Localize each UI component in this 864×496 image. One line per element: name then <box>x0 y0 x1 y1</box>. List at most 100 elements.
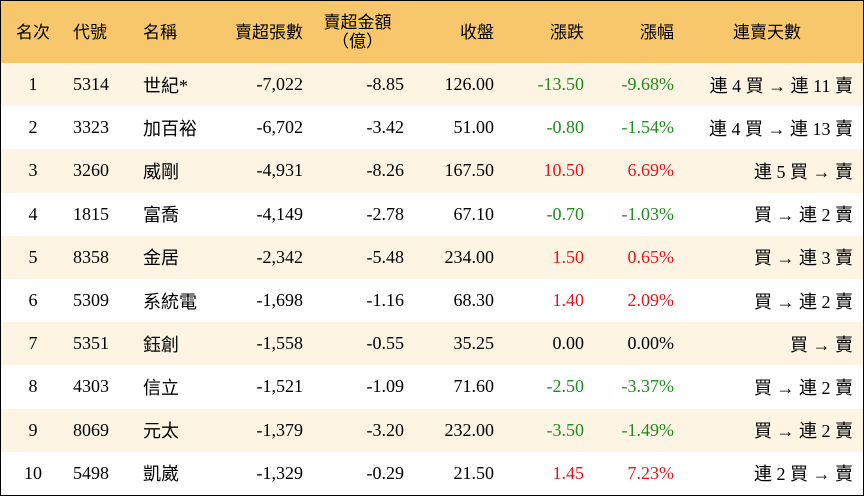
table-cell: -0.29 <box>366 462 405 483</box>
table-cell: 234.00 <box>444 246 495 267</box>
table-cell: 51.00 <box>453 117 495 138</box>
table-cell: -1,698 <box>256 290 304 311</box>
table-cell: 35.25 <box>453 333 495 354</box>
table-cell: -9.68% <box>621 74 675 95</box>
table-cell: 買 → 連 3 賣 <box>754 248 853 269</box>
table-cell: 67.10 <box>453 203 495 224</box>
table-cell: 10 <box>24 462 42 483</box>
table-cell: 1.50 <box>552 246 585 267</box>
data-row: 5 8358 金居 -2,342 -5.48 234.00 1.50 0.65% 買 → 連 3… <box>1 235 863 279</box>
table-cell: -1.09 <box>366 376 405 397</box>
table-cell: -4,931 <box>256 160 304 181</box>
table-cell: 6.69% <box>627 160 675 181</box>
header-text: 連賣天數 <box>733 22 801 42</box>
data-row: 1 5314 世紀* -7,022 -8.85 126.00 -13.50 -9.68% 連 4… <box>1 63 863 107</box>
table-cell: 2 <box>28 117 38 138</box>
table-cell: 10.50 <box>543 160 585 181</box>
table-cell: 6 <box>28 290 38 311</box>
table-cell: 5 <box>28 246 38 267</box>
table-cell: 68.30 <box>453 290 495 311</box>
table-cell: 1 <box>28 74 38 95</box>
table-cell: 1815 <box>73 203 109 224</box>
table-cell: 連 5 買 → 賣 <box>754 161 853 182</box>
table-cell: -1,558 <box>256 333 304 354</box>
table-cell: 金居 <box>143 248 179 269</box>
table-cell: 5314 <box>73 74 109 95</box>
table-cell: 買 → 連 2 賣 <box>754 377 853 398</box>
data-row: 8 4303 信立 -1,521 -1.09 71.60 -2.50 -3.37% 買 → 連 … <box>1 365 863 408</box>
table-cell: 買 → 連 2 賣 <box>754 205 853 226</box>
table-cell: 元太 <box>143 421 179 442</box>
column-header: 名稱 <box>143 1 233 63</box>
table-cell: 威剛 <box>143 161 179 182</box>
header-row: 名次 代號 名稱 賣超張數 賣超金額 （億） 收盤 漲跌 漲幅 連賣天數 <box>1 1 863 63</box>
table-cell: 連 2 買 → 賣 <box>754 464 853 485</box>
table-cell: -7,022 <box>256 74 304 95</box>
data-row: 3 3260 威剛 -4,931 -8.26 167.50 10.50 6.69% 連 5 買 … <box>1 149 863 193</box>
table-cell: -13.50 <box>537 74 585 95</box>
header-text: （億） <box>332 32 383 51</box>
table-cell: -1,329 <box>256 462 304 483</box>
table-cell: -0.80 <box>546 117 585 138</box>
table-cell: 信立 <box>143 377 179 398</box>
column-header: 賣超張數 <box>221 1 303 63</box>
table-cell: -6,702 <box>256 117 304 138</box>
table-cell: 買 → 連 2 賣 <box>754 421 853 442</box>
table-cell: 8 <box>28 376 38 397</box>
table-cell: 167.50 <box>444 160 495 181</box>
data-row: 7 5351 鈺創 -1,558 -0.55 35.25 0.00 0.00% 買 → 賣 <box>1 322 863 366</box>
table-cell: 0.00% <box>627 333 675 354</box>
table-cell: -2,342 <box>256 246 304 267</box>
table-cell: 1.40 <box>552 290 585 311</box>
header-text: 名次 <box>16 22 50 42</box>
data-row: 2 3323 加百裕 -6,702 -3.42 51.00 -0.80 -1.54% 連 4 買… <box>1 106 863 149</box>
table-cell: -3.42 <box>366 117 405 138</box>
data-row: 10 5498 凱崴 -1,329 -0.29 21.50 1.45 7.23% 連 2 買 →… <box>1 452 863 495</box>
table-cell: 買 → 賣 <box>790 334 853 355</box>
table-cell: -1.54% <box>621 117 675 138</box>
table-cell: 8358 <box>73 246 109 267</box>
header-text: 賣超金額 <box>323 13 392 32</box>
table-cell: 凱崴 <box>143 464 179 485</box>
table-cell: 126.00 <box>444 74 495 95</box>
header-text: 名稱 <box>143 22 177 42</box>
table-cell: 21.50 <box>453 462 495 483</box>
table-cell: -1,521 <box>256 376 304 397</box>
table-cell: 加百裕 <box>143 118 197 139</box>
data-row: 4 1815 富喬 -4,149 -2.78 67.10 -0.70 -1.03% 買 → 連 … <box>1 193 863 236</box>
table-cell: -1,379 <box>256 419 304 440</box>
data-row: 6 5309 系統電 -1,698 -1.16 68.30 1.40 2.09% 買 → 連 2… <box>1 279 863 322</box>
table-cell: -3.20 <box>366 419 405 440</box>
header-text: 賣超張數 <box>235 22 303 42</box>
table-cell: 0.65% <box>627 246 675 267</box>
table-cell: 0.00 <box>552 333 585 354</box>
column-header: 漲幅 <box>591 1 674 63</box>
table-cell: 4 <box>28 203 38 224</box>
table-cell: -3.50 <box>546 419 585 440</box>
table-cell: -0.70 <box>546 203 585 224</box>
header-text: 收盤 <box>460 22 494 42</box>
table-cell: -1.16 <box>366 290 405 311</box>
table-cell: -4,149 <box>256 203 304 224</box>
table-cell: -0.55 <box>366 333 405 354</box>
table-cell: 7.23% <box>627 462 675 483</box>
table-cell: 4303 <box>73 376 109 397</box>
table-cell: 5498 <box>73 462 109 483</box>
table-cell: 7 <box>28 333 38 354</box>
table-cell: 買 → 連 2 賣 <box>754 291 853 312</box>
table-cell: 1.45 <box>552 462 585 483</box>
table-cell: 9 <box>28 419 38 440</box>
table-cell: 連 4 買 → 連 11 賣 <box>709 75 853 96</box>
table-cell: 2.09% <box>627 290 675 311</box>
table-cell: -5.48 <box>366 246 405 267</box>
table-cell: 鈺創 <box>143 334 179 355</box>
table-cell: -3.37% <box>621 376 675 397</box>
table-cell: 5351 <box>73 333 109 354</box>
column-header: 連賣天數 <box>681 1 853 63</box>
table-cell: 3 <box>28 160 38 181</box>
table-cell: 3260 <box>73 160 109 181</box>
table-cell: 8069 <box>73 419 109 440</box>
table-cell: -1.49% <box>621 419 675 440</box>
header-text: 代號 <box>73 22 107 42</box>
